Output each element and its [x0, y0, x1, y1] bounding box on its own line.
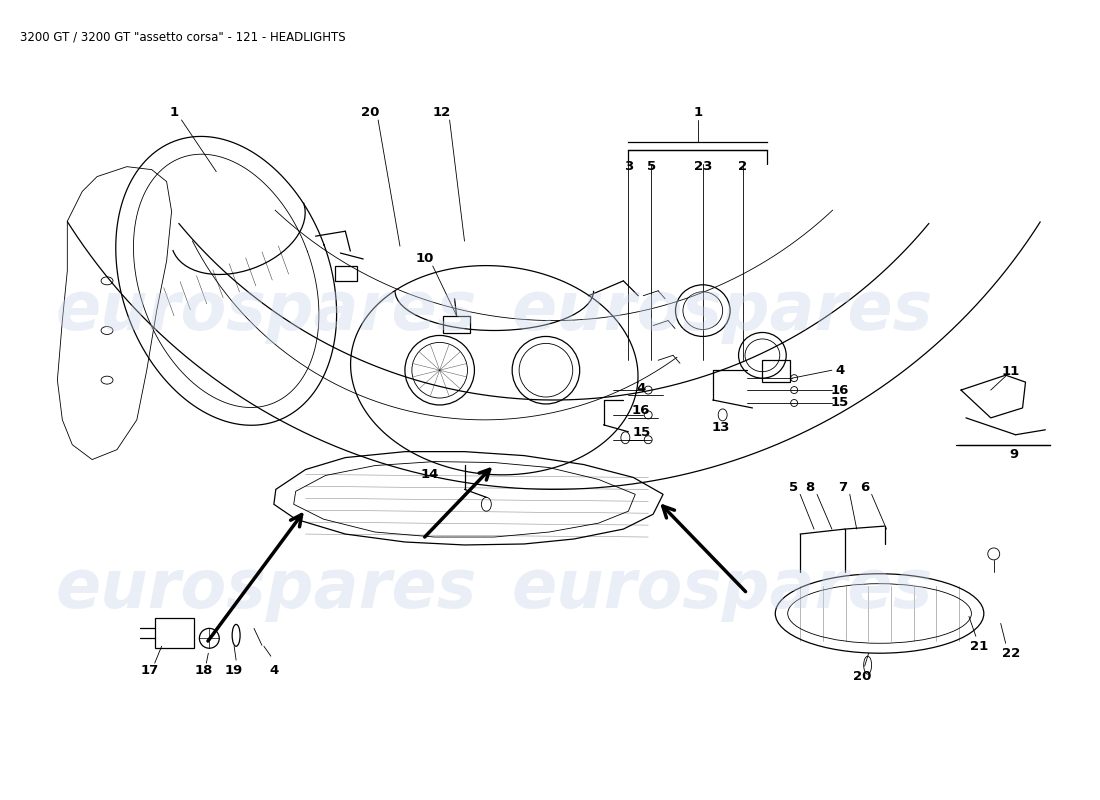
Text: eurospares: eurospares — [55, 278, 476, 344]
Text: 15: 15 — [632, 426, 650, 439]
Text: 15: 15 — [830, 397, 849, 410]
Text: 11: 11 — [1001, 365, 1020, 378]
Text: 7: 7 — [838, 481, 847, 494]
Text: 2: 2 — [738, 160, 747, 173]
Text: 3200 GT / 3200 GT "assetto corsa" - 121 - HEADLIGHTS: 3200 GT / 3200 GT "assetto corsa" - 121 … — [20, 30, 345, 44]
Text: eurospares: eurospares — [512, 278, 934, 344]
Text: 13: 13 — [712, 422, 730, 434]
Text: 1: 1 — [170, 106, 179, 118]
Text: 6: 6 — [860, 481, 869, 494]
Text: 9: 9 — [1009, 448, 1019, 461]
Text: 20: 20 — [852, 670, 871, 682]
Text: 18: 18 — [195, 663, 212, 677]
Text: 20: 20 — [361, 106, 379, 118]
Text: 17: 17 — [141, 663, 158, 677]
Text: 5: 5 — [789, 481, 797, 494]
Text: 16: 16 — [632, 405, 650, 418]
Text: 22: 22 — [1001, 646, 1020, 660]
Text: 19: 19 — [226, 663, 243, 677]
Text: 10: 10 — [416, 253, 434, 266]
Text: eurospares: eurospares — [512, 556, 934, 622]
Text: 4: 4 — [270, 663, 278, 677]
Text: 4: 4 — [637, 382, 646, 394]
Text: 5: 5 — [647, 160, 656, 173]
Text: 12: 12 — [432, 106, 451, 118]
Text: 8: 8 — [805, 481, 815, 494]
Text: 21: 21 — [970, 640, 988, 653]
Text: 14: 14 — [420, 468, 439, 481]
Text: 16: 16 — [830, 383, 849, 397]
Text: 3: 3 — [624, 160, 632, 173]
Text: eurospares: eurospares — [55, 556, 476, 622]
Text: 1: 1 — [693, 106, 703, 118]
Text: 23: 23 — [694, 160, 712, 173]
Text: 4: 4 — [835, 364, 845, 377]
